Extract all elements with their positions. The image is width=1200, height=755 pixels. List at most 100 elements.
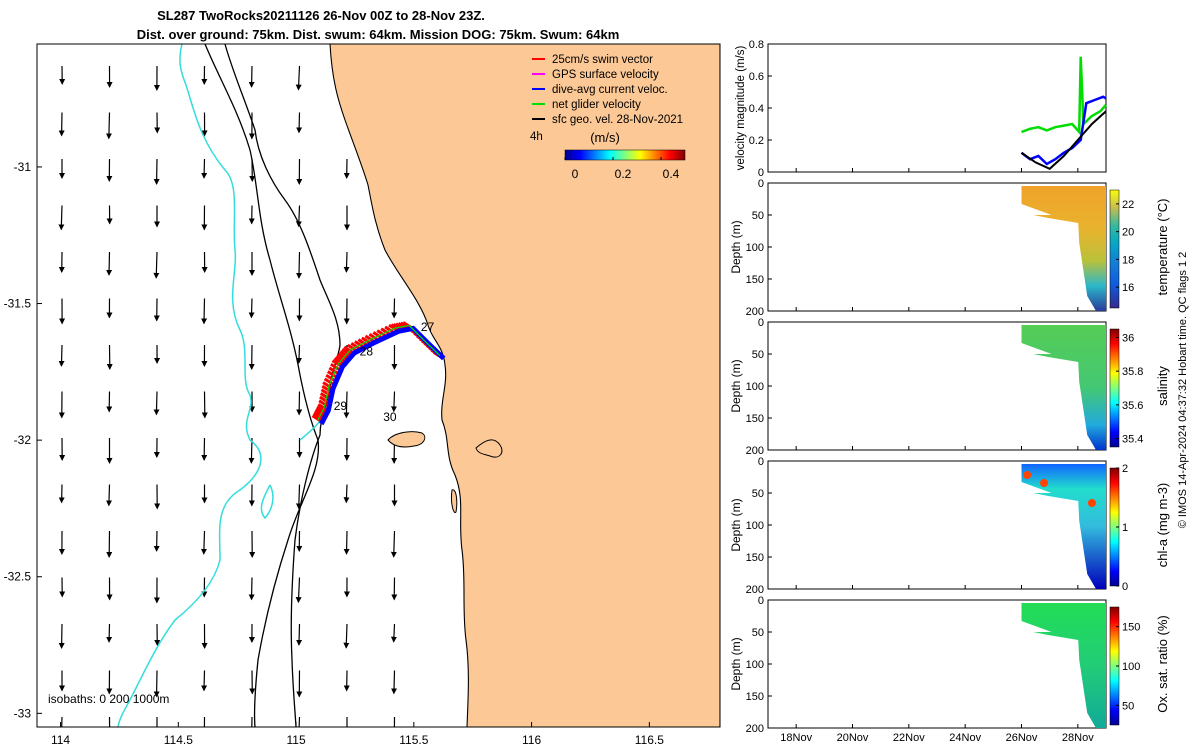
depth-tick-label: 150 bbox=[746, 691, 764, 703]
title-line-2: Dist. over ground: 75km. Dist. swum: 64k… bbox=[137, 27, 620, 42]
time-tick-label: 28Nov bbox=[1062, 732, 1094, 744]
map-x-tick-label: 114 bbox=[51, 733, 70, 747]
isobath-label: isobaths: 0 200 1000m bbox=[48, 692, 169, 706]
colorbar-label: salinity bbox=[1155, 366, 1170, 406]
colorbar-tick-label: 2 bbox=[1122, 463, 1128, 475]
depth-tick-label: 150 bbox=[746, 274, 764, 286]
geo-velocity-arrow bbox=[394, 624, 395, 642]
map-y-tick-label: -31.5 bbox=[4, 297, 32, 311]
colorbar-label: chl-a (mg m-3) bbox=[1155, 483, 1170, 568]
colorbar-tick-label: 0.4 bbox=[663, 167, 680, 181]
day-label: 29 bbox=[334, 399, 348, 413]
depth-tick-label: 150 bbox=[746, 552, 764, 564]
colorbar-tick-label: 100 bbox=[1122, 661, 1140, 673]
colorbar-tick-label: 0 bbox=[1122, 581, 1128, 593]
colorbar-tick-label: 0.2 bbox=[615, 167, 632, 181]
depth-tick-label: 0 bbox=[758, 317, 764, 329]
depth-tick-label: 100 bbox=[746, 520, 764, 532]
geo-velocity-arrow bbox=[394, 392, 395, 412]
depth-tick-label: 100 bbox=[746, 659, 764, 671]
colorbar-tick-label: 35.4 bbox=[1122, 434, 1143, 446]
legend-entry: dive-avg current veloc. bbox=[552, 84, 668, 96]
colorbar-tick-label: 1 bbox=[1122, 522, 1128, 534]
geo-velocity-arrow bbox=[61, 345, 62, 366]
velocity-axes bbox=[768, 44, 1106, 172]
geo-velocity-arrow bbox=[109, 485, 110, 506]
colorbar-tick-label: 35.6 bbox=[1122, 400, 1143, 412]
title-line-1: SL287 TwoRocks20211126 26-Nov 00Z to 28-… bbox=[157, 8, 485, 23]
geo-velocity-arrow bbox=[251, 299, 252, 318]
colorbar-tick-label: 35.8 bbox=[1122, 366, 1143, 378]
velocity-y-tick-label: 0.4 bbox=[749, 103, 764, 115]
depth-tick-label: 0 bbox=[758, 178, 764, 190]
colorbar-unit-label: (m/s) bbox=[590, 130, 620, 145]
depth-tick-label: 50 bbox=[752, 210, 764, 222]
depth-tick-label: 100 bbox=[746, 242, 764, 254]
depth-tick-label: 150 bbox=[746, 413, 764, 425]
time-tick-label: 20Nov bbox=[837, 732, 869, 744]
map-y-tick-label: -31 bbox=[14, 160, 32, 174]
geo-velocity-arrow bbox=[394, 531, 395, 557]
map-y-tick-label: -33 bbox=[14, 706, 32, 720]
colorbar-tick-label: 20 bbox=[1122, 227, 1134, 239]
section-colorbar bbox=[1110, 190, 1119, 308]
velocity-panel: 00.20.40.60.8 velocity magnitude (m/s) bbox=[735, 39, 1106, 179]
footer-credit: © IMOS 14-Apr-2024 04:37:32 Hobart time.… bbox=[1177, 252, 1189, 529]
geo-velocity-arrow bbox=[299, 345, 300, 363]
geo-velocity-arrow bbox=[156, 252, 157, 278]
depth-tick-label: 0 bbox=[758, 595, 764, 607]
depth-tick-label: 50 bbox=[752, 488, 764, 500]
colorbar-tick-label: 50 bbox=[1122, 700, 1134, 712]
geo-velocity-arrow bbox=[204, 531, 205, 554]
geo-velocity-arrow bbox=[299, 485, 300, 509]
colorbar-tick-label: 16 bbox=[1122, 282, 1134, 294]
time-tick-label: 26Nov bbox=[1006, 732, 1038, 744]
geo-velocity-arrow bbox=[299, 113, 300, 133]
colorbar-horizontal bbox=[565, 150, 685, 160]
colorbar-tick-label: 18 bbox=[1122, 254, 1134, 266]
legend-entry: GPS surface velocity bbox=[552, 69, 659, 81]
colorbar-tick-label: 36 bbox=[1122, 332, 1134, 344]
map-x-tick-label: 115 bbox=[286, 733, 305, 747]
geo-velocity-arrow bbox=[346, 485, 347, 503]
colorbar-tick-label: 150 bbox=[1122, 622, 1140, 634]
colorbar-tick-label: 0 bbox=[572, 167, 579, 181]
colorbar-label: Ox. sat. ratio (%) bbox=[1155, 615, 1170, 713]
velocity-ylabel: velocity magnitude (m/s) bbox=[735, 46, 747, 171]
map-y-tick-label: -32 bbox=[14, 433, 32, 447]
map-x-tick-label: 116.5 bbox=[635, 733, 664, 747]
map-x-tick-label: 115.5 bbox=[399, 733, 428, 747]
legend-entry: sfc geo. vel. 28-Nov-2021 bbox=[552, 114, 683, 126]
day-label: 30 bbox=[383, 410, 397, 424]
geo-velocity-arrow bbox=[346, 252, 347, 272]
geo-velocity-arrow bbox=[109, 113, 110, 139]
map-y-tick-label: -32.5 bbox=[4, 570, 32, 584]
geo-velocity-arrow bbox=[394, 671, 395, 694]
depth-tick-label: 50 bbox=[752, 627, 764, 639]
legend-entry: 25cm/s swim vector bbox=[552, 54, 653, 66]
velocity-y-tick-label: 0.2 bbox=[749, 135, 764, 147]
geo-velocity-arrow bbox=[346, 624, 347, 648]
day-label: 27 bbox=[421, 320, 435, 334]
depth-ylabel: Depth (m) bbox=[729, 359, 743, 412]
velocity-y-tick-label: 0.6 bbox=[749, 71, 764, 83]
geo-velocity-arrow bbox=[61, 206, 62, 230]
depth-tick-label: 0 bbox=[758, 456, 764, 468]
geo-velocity-arrow bbox=[299, 624, 300, 645]
legend-entry: net glider velocity bbox=[552, 99, 641, 111]
velocity-y-tick-label: 0.8 bbox=[749, 39, 764, 51]
geo-velocity-arrow bbox=[299, 252, 300, 278]
time-tick-label: 22Nov bbox=[893, 732, 925, 744]
time-tick-label: 24Nov bbox=[949, 732, 981, 744]
colorbar-tick-label: 22 bbox=[1122, 199, 1134, 211]
depth-ylabel: Depth (m) bbox=[729, 220, 743, 273]
geo-velocity-arrow bbox=[109, 252, 110, 275]
geo-velocity-arrow bbox=[204, 671, 205, 691]
geo-velocity-arrow bbox=[204, 299, 205, 324]
